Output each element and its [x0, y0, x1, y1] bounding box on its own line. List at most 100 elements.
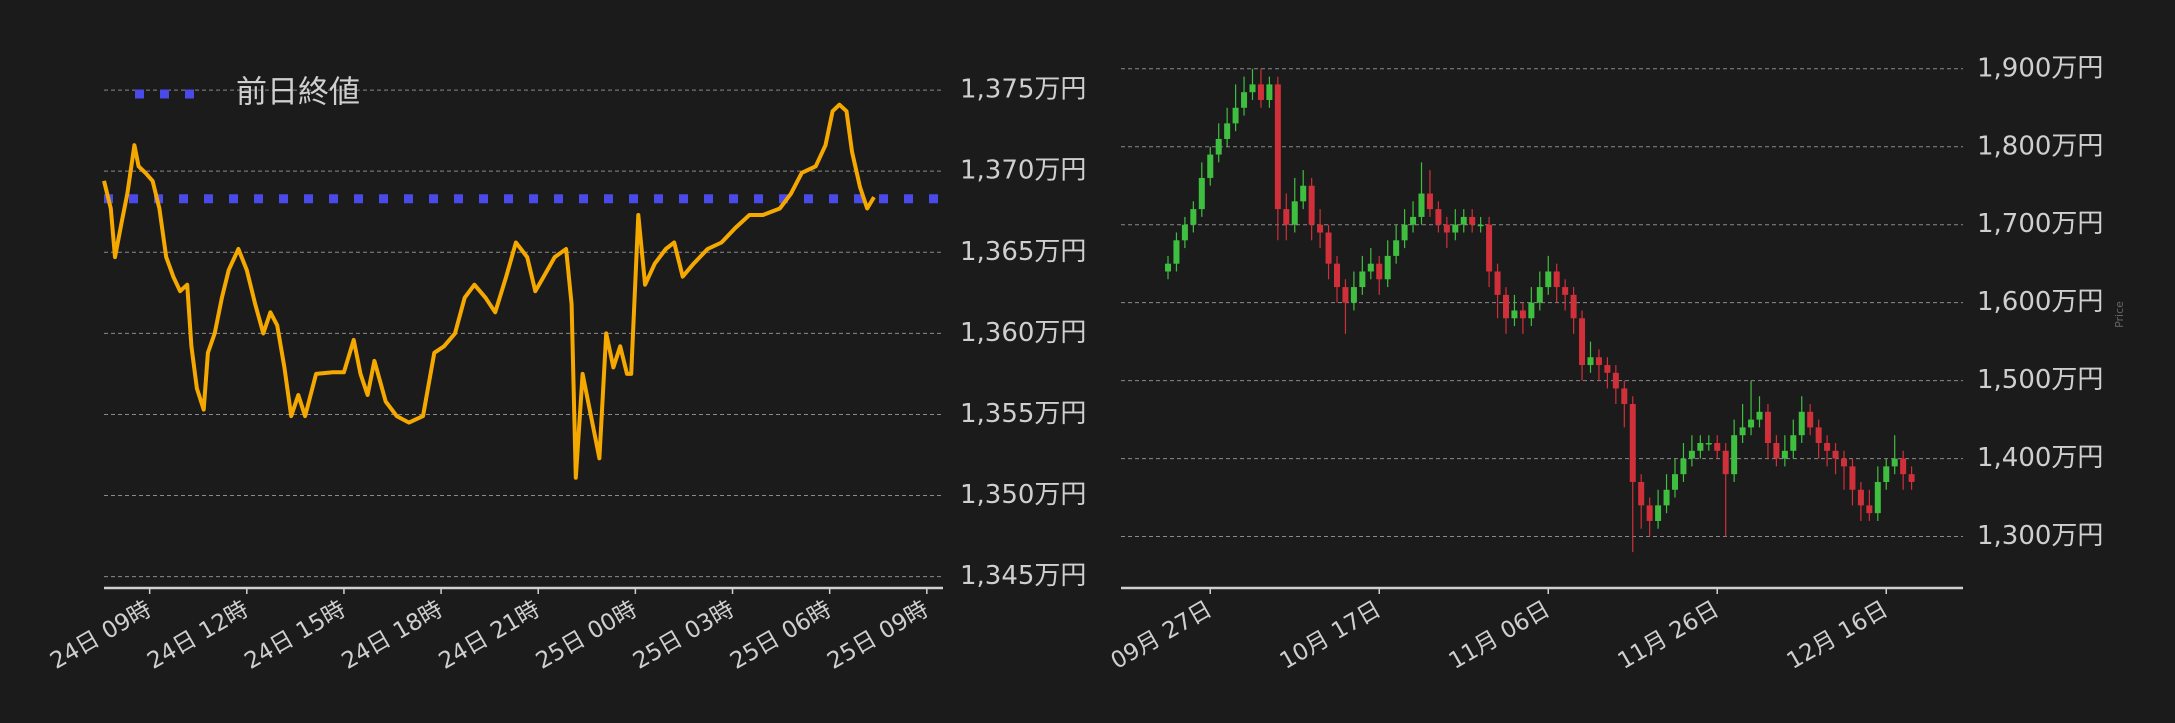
candle-body — [1401, 224, 1408, 241]
legend-label: 前日終値 — [236, 75, 360, 111]
candle-body — [1815, 427, 1822, 443]
candle-body — [1739, 427, 1746, 436]
candle-body — [1511, 310, 1518, 319]
candle-body — [1672, 474, 1678, 490]
candle-body — [1638, 481, 1645, 506]
candle-body — [1528, 302, 1535, 319]
candle-body — [1469, 216, 1476, 225]
price-line — [102, 102, 876, 480]
candle-body — [1781, 450, 1788, 459]
candle-body — [1190, 209, 1197, 225]
y-tick-label: 1,700万円 — [1977, 209, 2103, 239]
candle-body — [1207, 154, 1214, 178]
candle-body — [1249, 84, 1256, 93]
candle-body — [1384, 255, 1391, 280]
y-tick-label: 1,800万円 — [1977, 131, 2103, 161]
candle-body — [1562, 287, 1569, 295]
y-tick-label: 1,500万円 — [1977, 365, 2103, 395]
candle-body — [1486, 224, 1493, 272]
candle-body — [1570, 294, 1577, 319]
candle-body — [1308, 185, 1315, 225]
candle-body — [1300, 185, 1307, 202]
candle-body — [1266, 84, 1273, 100]
candle-body — [1443, 224, 1450, 233]
candle-body — [1224, 123, 1231, 139]
y-tick-label: 1,370万円 — [960, 156, 1086, 186]
candle-body — [1477, 224, 1484, 227]
candle-body — [1731, 435, 1738, 475]
candle-body — [1198, 177, 1205, 210]
candle-body — [1173, 240, 1180, 264]
candle-body — [1426, 193, 1433, 210]
candle-body — [1798, 411, 1805, 436]
candle-body — [1215, 138, 1222, 155]
candle-body — [1655, 505, 1662, 521]
candle-body — [1604, 365, 1611, 373]
candle-body — [1350, 287, 1357, 303]
candle-body — [1460, 216, 1467, 225]
candle-body — [1241, 92, 1248, 108]
candle-body — [1857, 489, 1864, 506]
candle-body — [1410, 216, 1417, 225]
candle-body — [1688, 450, 1695, 459]
candle-body — [1883, 466, 1890, 482]
candle-body — [1663, 489, 1670, 506]
candle-body — [1697, 442, 1704, 451]
candle-body — [1832, 450, 1839, 459]
candle-body — [1274, 84, 1281, 210]
candle-body — [1773, 442, 1780, 459]
candle-body — [1232, 107, 1239, 124]
candle-body — [1908, 474, 1915, 482]
candle-body — [1359, 271, 1366, 288]
candle-body — [1342, 287, 1349, 303]
y-tick-label: 1,345万円 — [960, 561, 1086, 591]
candle-body — [1612, 372, 1619, 389]
candle-body — [1748, 419, 1755, 428]
y-tick-label: 1,900万円 — [1977, 53, 2103, 83]
candle-body — [1646, 505, 1653, 521]
y-tick-label: 1,355万円 — [960, 399, 1086, 429]
y-tick-label: 1,600万円 — [1977, 287, 2103, 317]
candle-body — [1503, 294, 1509, 319]
candle-body — [1553, 271, 1560, 288]
candle-body — [1714, 442, 1721, 451]
candle-body — [1587, 357, 1594, 366]
y-tick-label: 1,365万円 — [960, 237, 1086, 267]
candle-body — [1705, 442, 1712, 445]
candle-body — [1824, 442, 1831, 451]
candle-body — [1891, 458, 1898, 467]
candle-body — [1317, 224, 1324, 233]
candle-body — [1367, 263, 1374, 272]
y-tick-label: 1,300万円 — [1977, 521, 2103, 551]
candle-body — [1325, 232, 1332, 264]
y-tick-label: 1,350万円 — [960, 480, 1086, 510]
candle-body — [1900, 458, 1907, 475]
candle-body — [1257, 84, 1264, 100]
candle-body — [1536, 287, 1543, 303]
candle-body — [1418, 193, 1425, 217]
candle-body — [1866, 505, 1873, 514]
candle-body — [1680, 458, 1687, 475]
candle-body — [1722, 450, 1729, 475]
candle-body — [1519, 310, 1526, 319]
candle-body — [1452, 224, 1459, 233]
candle-body — [1621, 388, 1628, 405]
y-tick-label: 1,360万円 — [960, 318, 1086, 348]
candle-body — [1790, 435, 1797, 451]
candle-body — [1595, 357, 1602, 366]
candle-body — [1874, 481, 1881, 514]
y-tick-label: 1,400万円 — [1977, 443, 2103, 473]
candle-body — [1629, 404, 1636, 482]
candle-body — [1579, 318, 1586, 366]
candle-body — [1841, 458, 1847, 467]
candle-body — [1545, 271, 1552, 288]
candle-body — [1376, 263, 1383, 280]
candle-body — [1849, 466, 1856, 490]
y-axis-label: Price — [2113, 301, 2126, 328]
candle-body — [1181, 224, 1188, 241]
candle-body — [1807, 411, 1814, 428]
candle-body — [1435, 209, 1442, 225]
